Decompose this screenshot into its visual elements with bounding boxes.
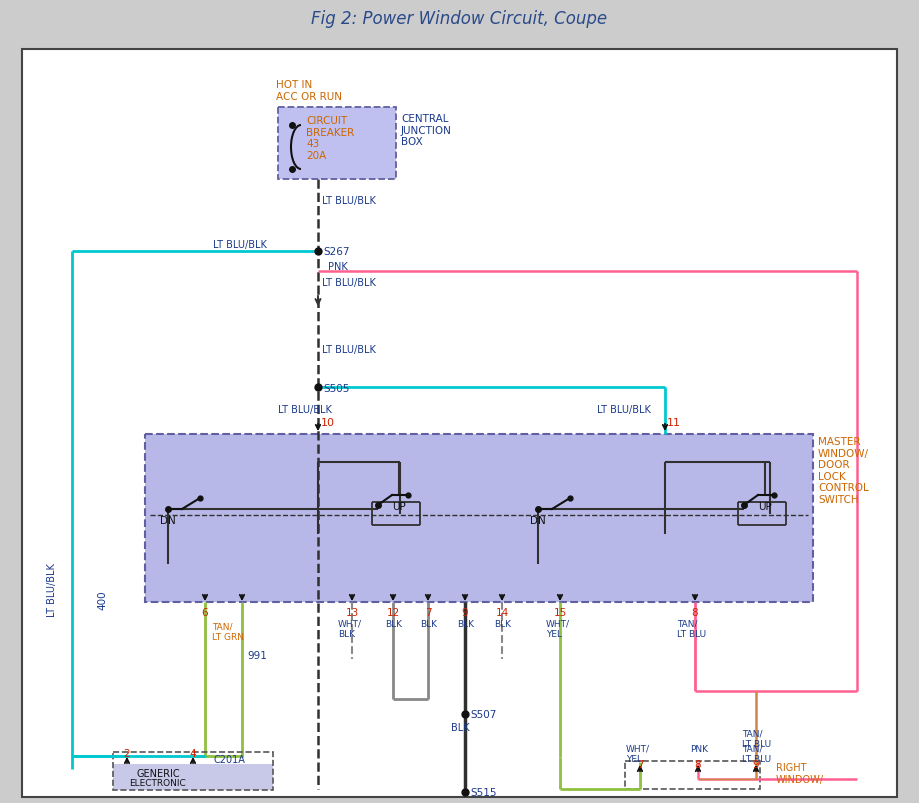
Text: 6: 6 [201,607,209,618]
Text: WHT/
BLK: WHT/ BLK [338,619,362,638]
Text: UP: UP [758,501,772,512]
Bar [113,764,273,790]
Text: LT BLU/BLK: LT BLU/BLK [213,240,267,250]
Text: LT BLU/BLK: LT BLU/BLK [278,405,332,414]
Text: 9: 9 [461,607,469,618]
Text: 9: 9 [753,759,759,769]
Text: DN: DN [530,516,546,525]
Text: MASTER
WINDOW/
DOOR
LOCK
CONTROL
SWITCH: MASTER WINDOW/ DOOR LOCK CONTROL SWITCH [818,437,869,504]
Text: WHT/
YEL: WHT/ YEL [546,619,570,638]
Text: 7: 7 [637,759,643,769]
Text: GENERIC: GENERIC [136,768,180,778]
Text: 991: 991 [247,650,267,660]
Bar [0,0,919,38]
Text: HOT IN
ACC OR RUN: HOT IN ACC OR RUN [276,80,342,101]
Text: S515: S515 [470,787,496,797]
Text: PNK: PNK [328,262,347,271]
Text: 8: 8 [692,607,698,618]
Text: BLK: BLK [457,619,474,628]
Text: LT BLU/BLK: LT BLU/BLK [597,405,651,414]
Text: 12: 12 [386,607,400,618]
Text: UP: UP [392,501,406,512]
Text: BLK: BLK [420,619,437,628]
Text: TAN/
LT BLU: TAN/ LT BLU [742,744,771,764]
Text: TAN/
LT GRN: TAN/ LT GRN [212,622,244,642]
Text: TAN/
LT BLU: TAN/ LT BLU [742,729,771,748]
Text: 400: 400 [97,589,107,609]
Text: 14: 14 [495,607,508,618]
Text: BLK: BLK [385,619,402,628]
Text: RIGHT
WINDOW/: RIGHT WINDOW/ [776,762,824,784]
Text: LT BLU/BLK: LT BLU/BLK [322,278,376,287]
Text: BLK: BLK [451,722,470,732]
Text: WHT/
YEL: WHT/ YEL [626,744,650,764]
Text: DN: DN [160,516,176,525]
Text: 2: 2 [124,748,130,758]
Text: PNK: PNK [690,744,708,753]
Text: TAN/
LT BLU: TAN/ LT BLU [677,619,706,638]
Text: LT BLU/BLK: LT BLU/BLK [47,562,57,616]
Text: 15: 15 [553,607,567,618]
Text: Fig 2: Power Window Circuit, Coupe: Fig 2: Power Window Circuit, Coupe [311,10,607,28]
Text: S267: S267 [323,247,349,257]
Text: S505: S505 [323,384,349,393]
Text: 11: 11 [667,418,681,427]
Text: CIRCUIT
BREAKER
43
20A: CIRCUIT BREAKER 43 20A [306,116,354,161]
Text: CENTRAL
JUNCTION
BOX: CENTRAL JUNCTION BOX [401,114,452,147]
Text: 7: 7 [425,607,431,618]
Text: 10: 10 [321,418,335,427]
Text: 13: 13 [346,607,358,618]
Text: LT BLU/BLK: LT BLU/BLK [322,344,376,355]
Text: LT BLU/BLK: LT BLU/BLK [322,196,376,206]
Text: 4: 4 [189,748,197,758]
FancyBboxPatch shape [145,434,813,602]
Text: ELECTRONIC: ELECTRONIC [130,778,187,787]
Text: S507: S507 [470,709,496,719]
Text: BLK: BLK [494,619,511,628]
Text: 8: 8 [695,759,701,769]
Text: C201A: C201A [213,754,244,764]
FancyBboxPatch shape [278,108,396,180]
